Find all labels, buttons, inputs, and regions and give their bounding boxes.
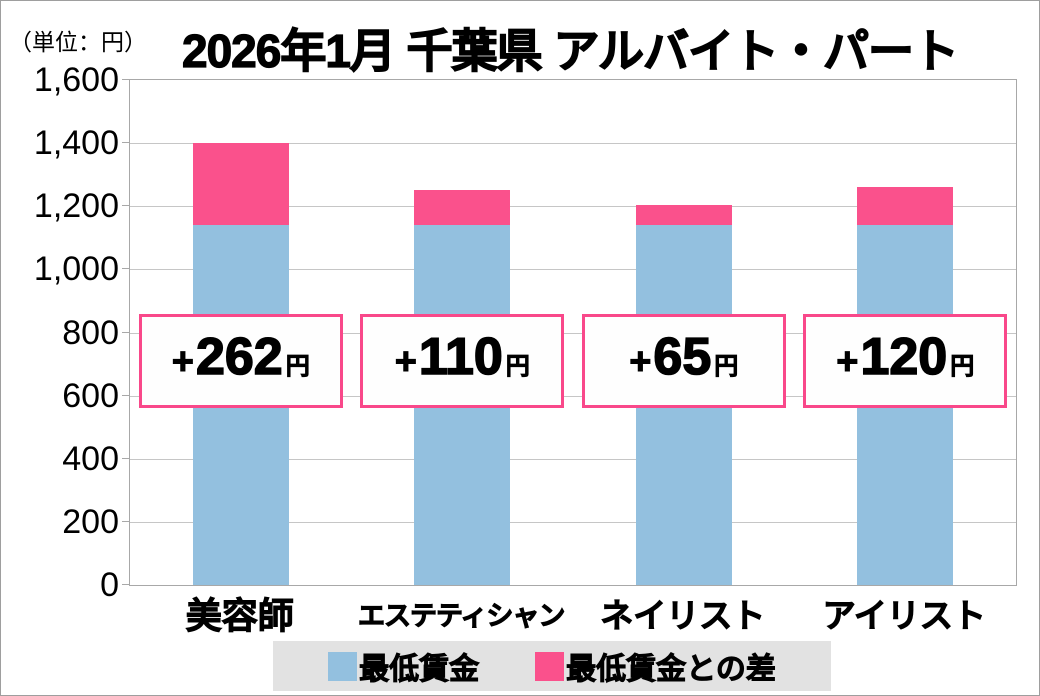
y-tick-label-800: 800 [62,313,119,352]
annotation-amount: 65 [653,328,712,386]
annotation-sign: + [394,341,417,384]
y-tick-label-1,000: 1,000 [33,250,119,289]
legend-item-最低賃金: 最低賃金 [328,644,480,688]
chart-title: 2026年1月 千葉県 アルバイト・パート [181,24,959,77]
y-tick-mark-1,600 [122,79,129,80]
y-tick-label-0: 0 [100,566,119,604]
y-tick-mark-200 [122,520,129,522]
annotation-box-アイリスト: +120 円 [803,314,1008,408]
legend-item-最低賃金との差: 最低賃金との差 [535,644,776,688]
annotation-amount: 262 [195,328,283,386]
y-tick-label-600: 600 [62,376,119,415]
y-tick-mark-400 [122,457,129,459]
legend-swatch-diff [535,651,565,681]
annotation-amount: 120 [860,328,948,386]
annotation-unit: 円 [714,353,739,381]
y-tick-mark-1,400 [122,142,129,144]
annotation-unit: 円 [505,353,530,381]
gridline-1200 [130,206,1016,208]
gridline-400 [130,458,1016,460]
y-tick-label-1,400: 1,400 [33,124,119,163]
legend-label: 最低賃金 [359,653,480,687]
bar-diff-エステティシャン [414,190,511,226]
x-label-アイリスト: アイリスト [822,597,986,635]
annotation-unit: 円 [950,353,975,381]
annotation-box-ネイリスト: +65 円 [581,314,786,408]
bar-diff-アイリスト [857,187,954,226]
bar-diff-美容師 [192,142,289,226]
gridline-600 [130,395,1016,397]
gridline-1400 [130,143,1016,145]
y-tick-mark-1,000 [122,268,129,270]
y-tick-mark-800 [122,331,129,333]
y-tick-label-1,200: 1,200 [33,187,119,226]
gridline-200 [130,521,1016,523]
y-tick-mark-0 [122,584,129,585]
x-label-美容師: 美容師 [185,595,294,637]
annotation-sign: + [171,341,194,384]
y-tick-label-200: 200 [62,502,119,541]
y-tick-mark-1,200 [122,205,129,207]
annotation-box-エステティシャン: +110 円 [360,314,565,408]
annotation-amount: 110 [418,328,503,386]
annotation-unit: 円 [285,353,310,381]
annotation-sign: + [836,341,859,384]
y-tick-label-400: 400 [62,439,119,478]
legend-swatch-min-wage [328,651,358,681]
legend: 最低賃金 最低賃金との差 [273,641,831,691]
x-label-ネイリスト: ネイリスト [600,597,766,635]
legend-label: 最低賃金との差 [566,653,777,687]
bar-diff-ネイリスト [635,204,732,226]
annotation-box-美容師: +262 円 [138,314,343,408]
x-label-エステティシャン: エステティシャン [358,600,566,631]
y-tick-mark-600 [122,394,129,396]
plot-area: +262 円 +110 円 +65 円 +120 円 [129,79,1017,586]
unit-label: （単位：円） [9,29,147,55]
gridline-800 [130,332,1016,334]
y-tick-label-1,600: 1,600 [33,61,119,99]
annotation-sign: + [629,341,652,384]
gridline-1000 [130,269,1016,271]
